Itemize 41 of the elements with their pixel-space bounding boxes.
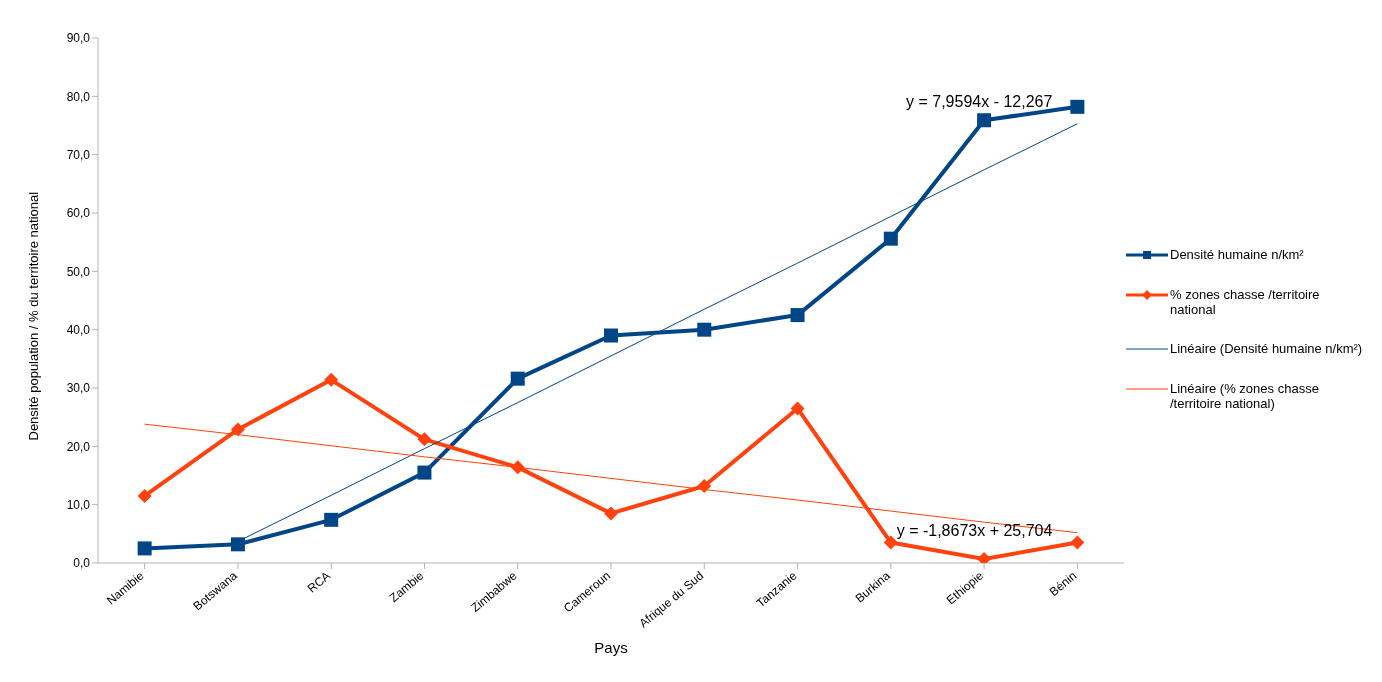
y-tick-label: 30,0 [66, 381, 91, 396]
point [883, 231, 898, 246]
point [324, 512, 339, 527]
point [417, 432, 432, 447]
annotation: y = 7,9594x - 12,267 [906, 93, 1053, 111]
point [137, 541, 152, 556]
y-tick-label: 0,0 [73, 556, 91, 571]
point [604, 328, 618, 343]
x-tick-label: RCA [304, 568, 334, 596]
point [1070, 99, 1085, 114]
point [604, 506, 618, 521]
y-tick-label: 10,0 [66, 497, 91, 512]
legend-label: % zones chasse /territoire national [1170, 286, 1321, 317]
point [790, 308, 805, 323]
point [324, 372, 339, 387]
point [790, 401, 805, 416]
legend-label: Densité humaine n/km² [1170, 246, 1304, 262]
point [230, 422, 245, 437]
point [230, 537, 245, 552]
point [883, 535, 898, 550]
point [977, 113, 992, 128]
point [697, 322, 712, 337]
legend-label: Linéaire (Densité humaine n/km²) [1170, 340, 1363, 356]
point [977, 551, 992, 563]
annotation: y = -1,8673x + 25,704 [896, 522, 1053, 540]
y-tick-label: 70,0 [66, 147, 91, 162]
y-tick-label: 60,0 [66, 206, 91, 221]
point [510, 371, 525, 386]
point [417, 465, 432, 480]
point [697, 479, 712, 493]
y-tick-label: 20,0 [66, 439, 91, 454]
y-axis-title: Densité population / % du territoire national [25, 191, 41, 441]
point [137, 488, 152, 503]
y-tick-label: 90,0 [66, 31, 91, 46]
y-tick-label: 80,0 [66, 89, 91, 104]
x-axis-title: Pays [594, 639, 628, 656]
point [510, 460, 525, 475]
y-tick-label: 40,0 [66, 322, 91, 337]
y-tick-label: 50,0 [66, 264, 91, 279]
point [1070, 535, 1085, 550]
legend-label: Linéaire (% zones chasse /territoire national) [1170, 380, 1320, 411]
